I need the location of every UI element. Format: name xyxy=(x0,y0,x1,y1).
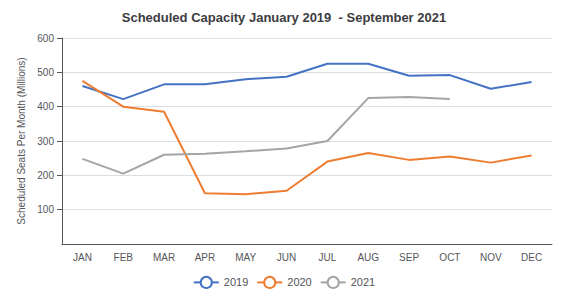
svg-text:MAY: MAY xyxy=(235,252,256,263)
svg-text:AUG: AUG xyxy=(357,252,379,263)
svg-text:300: 300 xyxy=(37,136,54,147)
svg-text:JAN: JAN xyxy=(73,252,92,263)
svg-text:JUN: JUN xyxy=(277,252,296,263)
svg-text:JUL: JUL xyxy=(319,252,337,263)
svg-text:600: 600 xyxy=(37,33,54,44)
svg-text:FEB: FEB xyxy=(114,252,134,263)
svg-text:Scheduled Seats Per Month (Mil: Scheduled Seats Per Month (Millions) xyxy=(16,57,27,224)
svg-text:NOV: NOV xyxy=(480,252,502,263)
svg-text:2020: 2020 xyxy=(287,276,311,288)
svg-text:2021: 2021 xyxy=(351,276,375,288)
svg-text:SEP: SEP xyxy=(399,252,419,263)
svg-text:200: 200 xyxy=(37,170,54,181)
svg-text:OCT: OCT xyxy=(439,252,460,263)
svg-text:500: 500 xyxy=(37,67,54,78)
svg-text:Scheduled Capacity January 201: Scheduled Capacity January 2019 - Septem… xyxy=(122,10,446,25)
svg-text:MAR: MAR xyxy=(153,252,175,263)
svg-text:400: 400 xyxy=(37,101,54,112)
svg-text:2019: 2019 xyxy=(224,276,248,288)
svg-text:100: 100 xyxy=(37,204,54,215)
svg-text:APR: APR xyxy=(195,252,216,263)
svg-text:DEC: DEC xyxy=(521,252,542,263)
